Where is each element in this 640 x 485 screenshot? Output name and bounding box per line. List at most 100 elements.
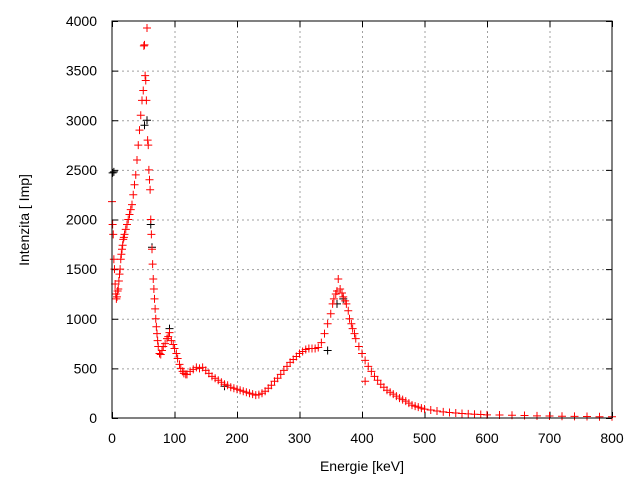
data-point xyxy=(342,299,351,308)
data-point xyxy=(367,367,376,376)
x-tick-label: 400 xyxy=(350,430,374,446)
y-tick-label: 2500 xyxy=(66,162,97,178)
data-point xyxy=(150,294,159,303)
data-point xyxy=(328,299,337,308)
data-point xyxy=(420,405,429,414)
data-point xyxy=(109,255,118,264)
data-point xyxy=(167,336,176,345)
data-point xyxy=(123,220,131,229)
data-point xyxy=(146,185,155,194)
data-point xyxy=(169,340,178,349)
data-point xyxy=(361,356,370,365)
data-point xyxy=(131,170,140,179)
data-point xyxy=(165,328,174,337)
data-point xyxy=(558,412,566,421)
data-point xyxy=(118,245,126,254)
data-point xyxy=(583,412,591,421)
data-point xyxy=(172,349,181,358)
data-point xyxy=(136,111,145,120)
data-point xyxy=(112,294,121,303)
data-point xyxy=(149,275,158,284)
data-point xyxy=(119,235,128,244)
data-point xyxy=(143,23,151,32)
data-point xyxy=(151,314,160,323)
data-point xyxy=(350,329,359,338)
series-0 xyxy=(108,116,348,391)
x-tick-label: 700 xyxy=(538,430,562,446)
y-tick-label: 3500 xyxy=(66,63,97,79)
data-point xyxy=(114,277,123,286)
data-point xyxy=(483,410,491,419)
data-point xyxy=(148,260,157,269)
data-point xyxy=(151,304,160,313)
data-point xyxy=(109,167,118,176)
data-point xyxy=(161,339,170,348)
data-point xyxy=(156,350,165,359)
data-point xyxy=(348,324,357,333)
data-point xyxy=(170,344,179,353)
y-tick-label: 500 xyxy=(74,360,98,376)
data-point xyxy=(317,338,326,347)
series-1 xyxy=(108,23,616,421)
data-point xyxy=(143,116,151,125)
data-point xyxy=(358,349,366,358)
data-point xyxy=(117,250,126,259)
data-point xyxy=(116,255,125,264)
data-point xyxy=(139,41,148,50)
data-point xyxy=(426,406,435,415)
x-tick-label: 600 xyxy=(475,430,499,446)
data-point xyxy=(175,360,184,369)
data-point xyxy=(145,175,154,184)
data-point xyxy=(113,286,122,295)
data-point xyxy=(126,205,135,214)
data-point xyxy=(144,141,153,150)
y-tick-label: 0 xyxy=(89,410,97,426)
data-point xyxy=(133,155,141,164)
data-point xyxy=(338,288,346,297)
grid xyxy=(112,21,612,418)
data-point xyxy=(326,309,335,318)
data-point xyxy=(336,284,345,293)
data-point xyxy=(339,292,348,301)
data-point xyxy=(347,319,356,328)
data-point xyxy=(140,40,149,49)
data-point xyxy=(121,225,130,234)
data-point xyxy=(361,377,370,386)
data-point xyxy=(142,96,151,105)
data-point xyxy=(140,121,149,130)
data-point xyxy=(135,126,144,135)
data-point xyxy=(533,411,541,420)
data-point xyxy=(329,294,338,303)
data-point xyxy=(120,230,129,239)
x-tick-label: 0 xyxy=(108,430,116,446)
x-axis-label: Energie [keV] xyxy=(320,458,404,474)
data-point xyxy=(108,220,117,229)
data-point xyxy=(433,407,441,416)
data-point xyxy=(152,322,161,331)
x-tick-label: 500 xyxy=(413,430,437,446)
data-point xyxy=(124,215,133,224)
y-tick-label: 1500 xyxy=(66,261,97,277)
data-point xyxy=(128,200,136,209)
data-point xyxy=(144,165,153,174)
data-point xyxy=(115,270,124,279)
data-point xyxy=(364,362,373,371)
data-point xyxy=(153,336,162,345)
data-point xyxy=(439,407,448,416)
y-tick-label: 4000 xyxy=(66,13,97,29)
y-tick-label: 3000 xyxy=(66,112,97,128)
x-tick-label: 800 xyxy=(600,430,624,446)
data-point xyxy=(146,215,155,224)
data-point xyxy=(116,265,125,274)
x-tick-label: 300 xyxy=(288,430,312,446)
data-points xyxy=(108,23,616,421)
data-point xyxy=(113,292,121,301)
y-axis-label: Intenzita [ Imp] xyxy=(16,174,32,266)
y-tick-label: 1000 xyxy=(66,311,97,327)
data-point xyxy=(345,314,354,323)
data-point xyxy=(173,354,182,363)
data-point xyxy=(323,319,332,328)
data-point xyxy=(334,275,343,284)
data-point xyxy=(163,334,171,343)
